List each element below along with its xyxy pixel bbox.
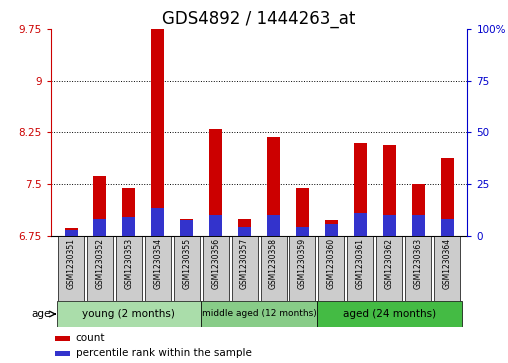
FancyBboxPatch shape	[232, 236, 258, 301]
Title: GDS4892 / 1444263_at: GDS4892 / 1444263_at	[163, 10, 356, 28]
Text: GSM1230351: GSM1230351	[67, 238, 76, 289]
Bar	[383, 215, 396, 236]
Bar	[209, 215, 222, 236]
Text: GSM1230361: GSM1230361	[356, 238, 365, 289]
Text: GSM1230359: GSM1230359	[298, 238, 307, 289]
Bar	[325, 220, 338, 236]
FancyBboxPatch shape	[203, 236, 229, 301]
FancyBboxPatch shape	[201, 301, 317, 327]
Bar	[180, 219, 193, 236]
FancyBboxPatch shape	[116, 236, 142, 301]
Bar	[411, 215, 425, 236]
FancyBboxPatch shape	[58, 236, 84, 301]
Bar	[180, 220, 193, 236]
Text: percentile rank within the sample: percentile rank within the sample	[76, 348, 251, 358]
Bar	[296, 227, 309, 236]
Text: GSM1230353: GSM1230353	[124, 238, 134, 289]
Bar	[55, 351, 70, 356]
Bar	[411, 184, 425, 236]
FancyBboxPatch shape	[405, 236, 431, 301]
FancyBboxPatch shape	[174, 236, 200, 301]
Bar	[296, 188, 309, 236]
Text: GSM1230363: GSM1230363	[414, 238, 423, 289]
FancyBboxPatch shape	[317, 301, 462, 327]
Bar	[65, 231, 78, 236]
Bar	[151, 29, 165, 236]
Text: GSM1230364: GSM1230364	[442, 238, 452, 289]
Text: GSM1230362: GSM1230362	[385, 238, 394, 289]
Text: middle aged (12 months): middle aged (12 months)	[202, 310, 316, 318]
Bar	[440, 219, 454, 236]
Bar	[267, 215, 280, 236]
Bar	[209, 129, 222, 236]
Text: GSM1230360: GSM1230360	[327, 238, 336, 289]
Bar	[122, 188, 136, 236]
Bar	[238, 219, 251, 236]
Bar	[65, 228, 78, 236]
Bar	[151, 208, 165, 236]
Bar	[93, 176, 107, 236]
Bar	[122, 217, 136, 236]
FancyBboxPatch shape	[434, 236, 460, 301]
FancyBboxPatch shape	[290, 236, 315, 301]
Text: GSM1230356: GSM1230356	[211, 238, 220, 289]
Bar	[383, 145, 396, 236]
FancyBboxPatch shape	[319, 236, 344, 301]
Bar	[93, 219, 107, 236]
FancyBboxPatch shape	[145, 236, 171, 301]
Bar	[354, 143, 367, 236]
Bar	[325, 224, 338, 236]
Text: age: age	[31, 309, 51, 319]
Text: GSM1230357: GSM1230357	[240, 238, 249, 289]
Text: aged (24 months): aged (24 months)	[343, 309, 436, 319]
Bar	[440, 158, 454, 236]
Bar	[55, 337, 70, 341]
Text: GSM1230358: GSM1230358	[269, 238, 278, 289]
Text: young (2 months): young (2 months)	[82, 309, 175, 319]
Bar	[238, 227, 251, 236]
FancyBboxPatch shape	[261, 236, 287, 301]
FancyBboxPatch shape	[347, 236, 373, 301]
Text: count: count	[76, 334, 105, 343]
Bar	[354, 213, 367, 236]
Text: GSM1230354: GSM1230354	[153, 238, 163, 289]
FancyBboxPatch shape	[87, 236, 113, 301]
FancyBboxPatch shape	[56, 301, 201, 327]
Text: GSM1230355: GSM1230355	[182, 238, 191, 289]
Text: GSM1230352: GSM1230352	[96, 238, 105, 289]
Bar	[267, 137, 280, 236]
FancyBboxPatch shape	[376, 236, 402, 301]
